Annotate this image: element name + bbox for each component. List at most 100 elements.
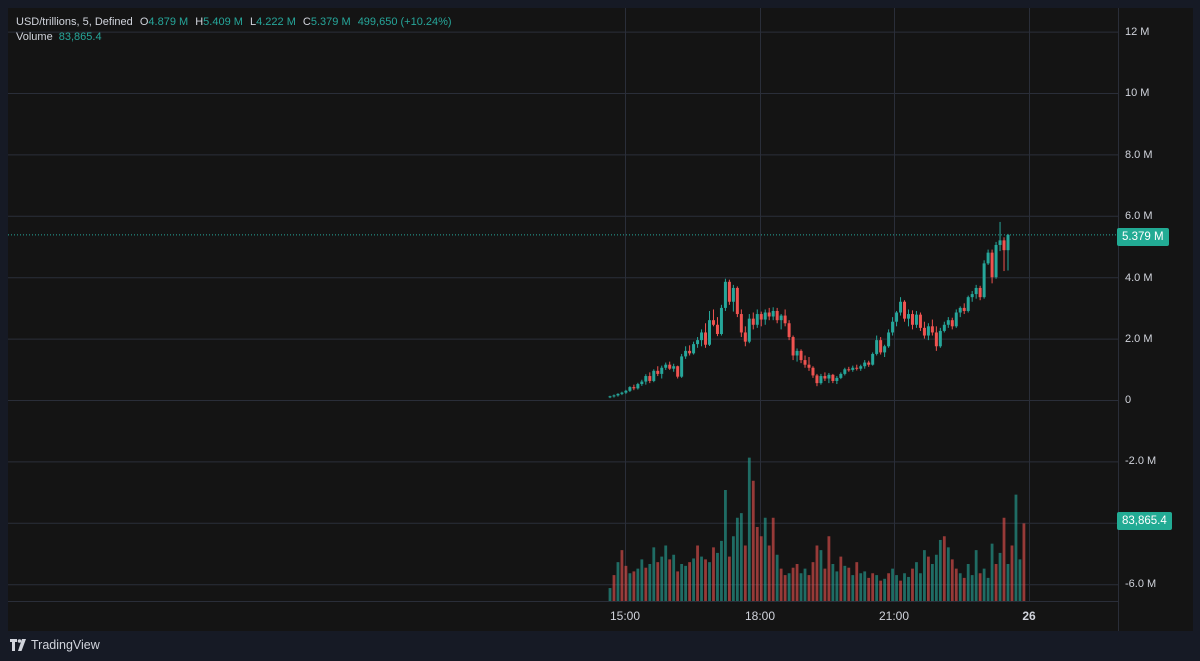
- candle[interactable]: [763, 309, 767, 325]
- candle[interactable]: [998, 221, 1002, 252]
- candle[interactable]: [942, 321, 946, 333]
- candle[interactable]: [731, 284, 735, 312]
- candle[interactable]: [672, 363, 676, 372]
- candle[interactable]: [891, 317, 895, 336]
- candle[interactable]: [899, 297, 903, 316]
- candle[interactable]: [994, 241, 998, 279]
- candle[interactable]: [918, 312, 922, 331]
- candle[interactable]: [986, 249, 990, 265]
- candle[interactable]: [934, 326, 938, 351]
- candle[interactable]: [640, 379, 644, 386]
- candle[interactable]: [612, 394, 616, 398]
- candle[interactable]: [930, 319, 934, 336]
- candle[interactable]: [751, 312, 755, 330]
- candle[interactable]: [616, 393, 620, 397]
- candle[interactable]: [767, 307, 771, 321]
- candle[interactable]: [755, 309, 759, 328]
- candle[interactable]: [962, 303, 966, 315]
- candle[interactable]: [799, 349, 803, 364]
- candle[interactable]: [879, 337, 883, 355]
- candle[interactable]: [982, 260, 986, 299]
- candle[interactable]: [791, 335, 795, 361]
- candle[interactable]: [803, 355, 807, 368]
- symbol-title[interactable]: USD/trillions, 5, Defined: [16, 16, 133, 28]
- volume-label[interactable]: Volume: [16, 31, 53, 43]
- candle[interactable]: [644, 374, 648, 385]
- candle[interactable]: [974, 284, 978, 299]
- candle[interactable]: [608, 395, 612, 399]
- candle[interactable]: [855, 364, 859, 371]
- candle[interactable]: [978, 285, 982, 301]
- candle[interactable]: [723, 278, 727, 311]
- candle[interactable]: [715, 317, 719, 337]
- candle[interactable]: [620, 391, 624, 396]
- candle[interactable]: [950, 317, 954, 330]
- candle[interactable]: [719, 304, 723, 336]
- tradingview-brand[interactable]: TradingView: [10, 638, 100, 652]
- candle[interactable]: [859, 364, 863, 371]
- candle[interactable]: [688, 345, 692, 356]
- candle[interactable]: [922, 321, 926, 339]
- candle[interactable]: [648, 372, 652, 384]
- candle[interactable]: [871, 352, 875, 366]
- candle[interactable]: [624, 389, 628, 394]
- candle[interactable]: [743, 326, 747, 347]
- time-scale[interactable]: [8, 601, 1118, 632]
- candle[interactable]: [851, 365, 855, 372]
- candle[interactable]: [775, 307, 779, 324]
- candle[interactable]: [628, 386, 632, 393]
- candle[interactable]: [747, 314, 751, 344]
- candle[interactable]: [819, 373, 823, 385]
- candle[interactable]: [990, 249, 994, 284]
- candle[interactable]: [811, 366, 815, 378]
- candle[interactable]: [1002, 237, 1006, 272]
- candle[interactable]: [636, 382, 640, 390]
- candle[interactable]: [692, 341, 696, 355]
- candle[interactable]: [914, 310, 918, 328]
- candle[interactable]: [727, 279, 731, 305]
- candle[interactable]: [779, 314, 783, 330]
- candle[interactable]: [656, 366, 660, 377]
- candle[interactable]: [903, 300, 907, 322]
- candle[interactable]: [795, 348, 799, 362]
- candle[interactable]: [696, 337, 700, 348]
- candle[interactable]: [839, 372, 843, 380]
- candle[interactable]: [711, 309, 715, 327]
- candle[interactable]: [843, 367, 847, 376]
- candle[interactable]: [883, 344, 887, 358]
- candle[interactable]: [954, 309, 958, 328]
- candle[interactable]: [867, 360, 871, 367]
- candle[interactable]: [827, 372, 831, 384]
- candle[interactable]: [807, 357, 811, 371]
- candle[interactable]: [708, 310, 711, 346]
- candle[interactable]: [664, 362, 668, 370]
- candle[interactable]: [958, 306, 962, 318]
- candle[interactable]: [632, 384, 636, 391]
- candle[interactable]: [684, 346, 688, 359]
- candle[interactable]: [926, 323, 930, 341]
- candle[interactable]: [863, 360, 867, 369]
- candle[interactable]: [907, 309, 910, 327]
- candle[interactable]: [946, 317, 950, 328]
- candle[interactable]: [783, 309, 787, 327]
- candle[interactable]: [1006, 233, 1010, 271]
- candle[interactable]: [676, 365, 680, 379]
- candle[interactable]: [759, 311, 763, 327]
- candle[interactable]: [787, 320, 791, 341]
- candle[interactable]: [835, 376, 839, 385]
- candle[interactable]: [875, 335, 879, 356]
- chart-pane[interactable]: [8, 8, 1118, 601]
- candle[interactable]: [771, 307, 775, 321]
- candle[interactable]: [895, 310, 899, 327]
- candle[interactable]: [680, 353, 684, 378]
- candle[interactable]: [847, 366, 851, 372]
- candle[interactable]: [668, 361, 672, 370]
- candle[interactable]: [970, 291, 974, 302]
- candle[interactable]: [739, 309, 743, 338]
- candle[interactable]: [887, 329, 891, 348]
- candle[interactable]: [823, 372, 827, 381]
- candle[interactable]: [652, 369, 656, 383]
- candle[interactable]: [831, 373, 835, 384]
- candle[interactable]: [700, 329, 704, 347]
- candle[interactable]: [966, 295, 970, 313]
